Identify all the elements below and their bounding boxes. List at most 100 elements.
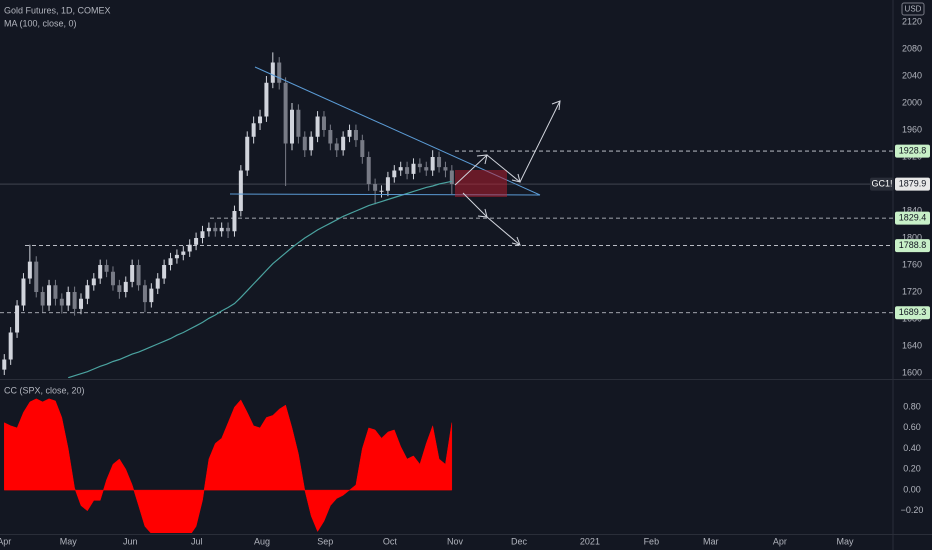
arrow-head — [551, 100, 561, 111]
candle-body — [302, 136, 307, 151]
candle-body — [72, 292, 77, 309]
candle-body — [21, 278, 26, 306]
candle-body — [98, 265, 103, 279]
level-label: 1788.8 — [899, 240, 927, 250]
chart-title: Gold Futures, 1D, COMEX — [4, 5, 111, 15]
candle-body — [392, 170, 397, 178]
candle-body — [104, 265, 109, 272]
candle-body — [27, 261, 32, 279]
candle-body — [264, 82, 269, 117]
zone — [455, 170, 507, 197]
candle-body — [85, 285, 90, 299]
x-tick-label: Apr — [773, 536, 787, 546]
candle-body — [283, 82, 288, 144]
y-tick-label: −0.20 — [901, 505, 924, 515]
candle-body — [34, 261, 39, 293]
x-tick-label: Mar — [703, 536, 719, 546]
candle-body — [245, 136, 250, 171]
candle-body — [411, 163, 416, 174]
candle-body — [53, 285, 58, 299]
level-label-box — [895, 239, 930, 253]
y-tick-label: 1760 — [902, 259, 922, 269]
candle-body — [117, 285, 122, 293]
candle-body — [91, 278, 96, 286]
candle-body — [162, 265, 167, 279]
candle-body — [200, 231, 205, 239]
candle-body — [79, 298, 84, 309]
last-price-box — [895, 177, 930, 191]
level-label-box — [895, 306, 930, 320]
y-tick-label: 1840 — [902, 205, 922, 215]
x-tick-label: May — [60, 536, 78, 546]
legend-entry: MA (100, close, 0) — [4, 18, 77, 28]
y-tick-label: 2040 — [902, 70, 922, 80]
candle-body — [443, 167, 448, 171]
candle-body — [181, 251, 186, 255]
y-tick-label: 1960 — [902, 124, 922, 134]
candle-body — [296, 109, 301, 137]
candle-body — [315, 116, 320, 137]
candle-body — [449, 170, 454, 185]
level-label: 1689.3 — [899, 307, 927, 317]
candle-body — [379, 190, 384, 192]
candle-body — [194, 238, 199, 245]
x-tick-label: Nov — [447, 536, 464, 546]
ma-line — [68, 180, 452, 378]
y-tick-label: 0.00 — [903, 484, 921, 494]
candle-body — [366, 157, 371, 185]
price-pane — [0, 52, 893, 378]
candle-body — [353, 130, 358, 141]
arrow-head — [477, 208, 488, 218]
y-tick-label: 0.80 — [903, 402, 921, 412]
level-label: 1829.4 — [899, 213, 927, 223]
x-tick-label: Oct — [383, 536, 398, 546]
candle-body — [155, 278, 160, 289]
candle-body — [187, 244, 192, 252]
candle-body — [130, 265, 135, 282]
candle-body — [238, 170, 243, 212]
y-tick-label: 1600 — [902, 367, 922, 377]
candle-body — [405, 167, 410, 174]
candle-body — [174, 254, 179, 259]
area — [4, 398, 453, 533]
x-tick-label: Jul — [191, 536, 203, 546]
candle-body — [277, 62, 282, 83]
candle-body — [424, 167, 429, 171]
candle-body — [47, 285, 52, 306]
candle-body — [142, 285, 147, 303]
y-tick-label: 1720 — [902, 286, 922, 296]
candle-body — [360, 140, 365, 158]
candle-body — [417, 163, 422, 168]
candle-body — [430, 157, 435, 171]
candle-body — [136, 265, 141, 286]
candle-body — [123, 281, 128, 293]
x-tick-label: Apr — [0, 536, 11, 546]
candle-body — [110, 271, 115, 286]
candle-body — [258, 116, 263, 124]
candle-body — [385, 177, 390, 191]
y-tick-label: 2080 — [902, 43, 922, 53]
drawings — [229, 66, 561, 246]
level-label-box — [895, 144, 930, 158]
level-label: 1928.8 — [899, 145, 927, 155]
x-tick-label: May — [837, 536, 855, 546]
y-tick-label: 0.40 — [903, 443, 921, 453]
y-tick-label: 1800 — [902, 232, 922, 242]
last-price-label: 1879.9 — [899, 178, 927, 188]
candle-body — [168, 258, 173, 266]
candle-body — [437, 157, 442, 168]
x-tick-label: Aug — [254, 536, 270, 546]
candle-body — [321, 116, 326, 131]
candle-body — [334, 143, 339, 151]
candle-body — [251, 123, 256, 137]
level-label-box — [895, 211, 930, 225]
arrow-head — [511, 173, 521, 183]
candle-body — [309, 136, 314, 151]
candle-body — [40, 292, 45, 306]
candle-body — [149, 288, 154, 303]
y-tick-label: 0.60 — [903, 422, 921, 432]
y-tick-label: 1640 — [902, 340, 922, 350]
candle-body — [219, 227, 224, 232]
